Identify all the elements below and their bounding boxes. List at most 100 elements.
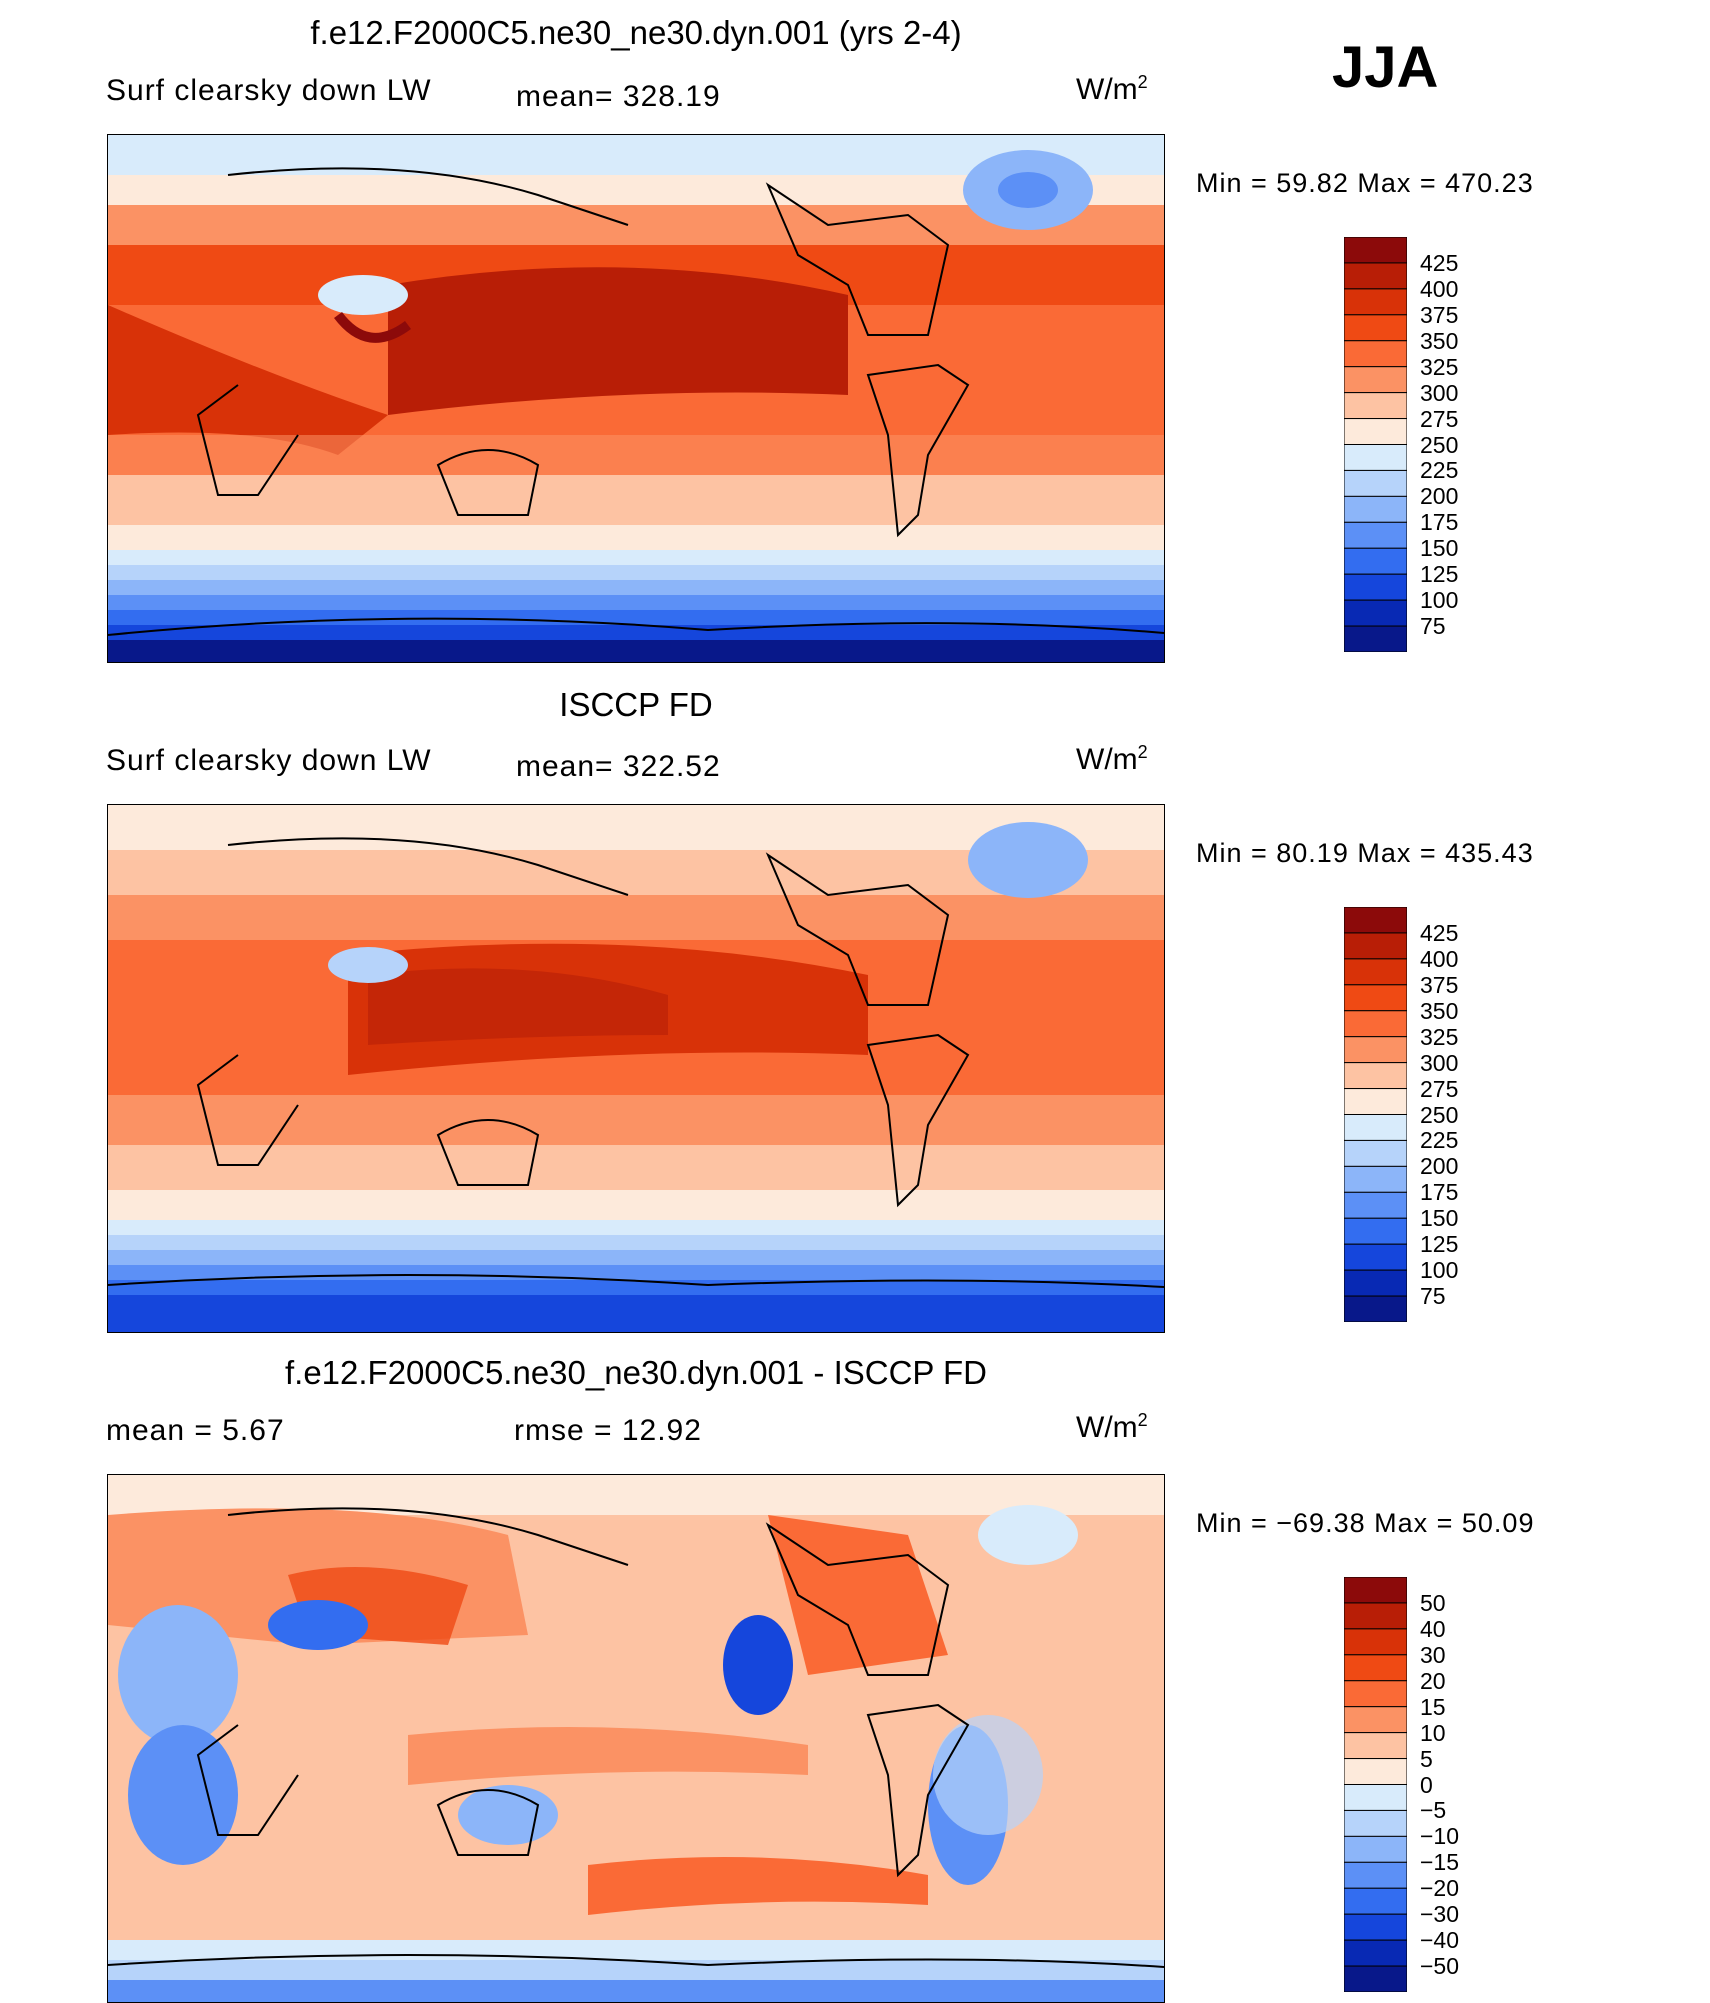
colorbar-swatch: [1343, 314, 1408, 342]
panel-diff-units: W/m2: [1076, 1410, 1148, 1444]
colorbar-swatch: [1343, 366, 1408, 394]
panel-obs-title: ISCCP FD: [559, 686, 713, 723]
colorbar-swatch: [1343, 1965, 1408, 1993]
colorbar-swatch: [1343, 1861, 1408, 1889]
colorbar-swatch: [1343, 1784, 1408, 1811]
colorbar-tick-label: 100: [1420, 1257, 1459, 1284]
panel-obs-minmax: Min = 80.19 Max = 435.43: [1196, 838, 1534, 868]
colorbar-tick-label: 225: [1420, 1127, 1459, 1154]
colorbar-tick-label: 100: [1420, 587, 1459, 614]
colorbar-swatch: [1343, 1576, 1408, 1604]
map-diff: [107, 1474, 1165, 2003]
colorbar-swatch: [1343, 1628, 1408, 1656]
colorbar-tick-label: −50: [1420, 1953, 1460, 1980]
colorbar-swatch: [1343, 547, 1408, 575]
colorbar-diff-swatches: [1343, 1576, 1408, 1993]
map-diff-field: [108, 1475, 1164, 2002]
colorbar-swatch: [1343, 1758, 1408, 1785]
panel-model-units: W/m2: [1076, 72, 1148, 106]
colorbar-swatch: [1343, 932, 1408, 960]
colorbar-swatch: [1343, 1602, 1408, 1630]
colorbar-swatch: [1343, 1706, 1408, 1734]
colorbar-tick-label: 400: [1420, 275, 1459, 302]
colorbar-swatch: [1343, 1191, 1408, 1219]
colorbar-swatch: [1343, 1269, 1408, 1297]
colorbar-obs-swatches: [1343, 906, 1408, 1323]
colorbar-swatch: [1343, 262, 1408, 290]
colorbar-swatch: [1343, 521, 1408, 549]
colorbar-swatch: [1343, 1010, 1408, 1038]
colorbar-tick-label: 10: [1420, 1719, 1446, 1746]
colorbar-swatch: [1343, 1887, 1408, 1915]
colorbar-tick-label: 300: [1420, 1049, 1459, 1076]
colorbar-tick-label: −20: [1420, 1875, 1460, 1902]
map-model: [107, 134, 1165, 663]
colorbar-tick-label: 125: [1420, 1231, 1459, 1258]
colorbar-swatch: [1343, 1809, 1408, 1837]
colorbar-swatch: [1343, 340, 1408, 368]
panel-model-title: f.e12.F2000C5.ne30_ne30.dyn.001 (yrs 2-4…: [310, 14, 962, 51]
colorbar-tick-label: 150: [1420, 535, 1459, 562]
colorbar-swatch: [1343, 625, 1408, 653]
colorbar-swatch: [1343, 1217, 1408, 1245]
colorbar-tick-label: 375: [1420, 301, 1459, 328]
colorbar-tick-label: 425: [1420, 919, 1459, 946]
colorbar-swatch: [1343, 236, 1408, 264]
colorbar-diff: [1343, 1576, 1408, 1993]
colorbar-tick-label: 200: [1420, 483, 1459, 510]
panel-model-minmax: Min = 59.82 Max = 470.23: [1196, 168, 1534, 198]
season-label: JJA: [1332, 35, 1439, 100]
colorbar-swatch: [1343, 958, 1408, 986]
colorbar-swatch: [1343, 288, 1408, 316]
colorbar-swatch: [1343, 573, 1408, 601]
colorbar-tick-label: 350: [1420, 997, 1459, 1024]
colorbar-tick-label: 15: [1420, 1693, 1446, 1720]
colorbar-tick-label: 200: [1420, 1153, 1459, 1180]
colorbar-tick-label: 40: [1420, 1615, 1446, 1642]
colorbar-tick-label: 300: [1420, 379, 1459, 406]
colorbar-tick-label: 225: [1420, 457, 1459, 484]
colorbar-tick-label: −10: [1420, 1823, 1460, 1850]
colorbar-swatch: [1343, 1680, 1408, 1708]
colorbar-tick-label: 5: [1420, 1745, 1433, 1772]
colorbar-swatch: [1343, 1062, 1408, 1090]
colorbar-swatch: [1343, 1165, 1408, 1193]
map-obs: [107, 804, 1165, 1333]
colorbar-swatch: [1343, 1732, 1408, 1760]
colorbar-tick-label: 75: [1420, 613, 1446, 640]
colorbar-swatch: [1343, 495, 1408, 523]
colorbar-swatch: [1343, 1114, 1408, 1141]
colorbar-tick-label: 125: [1420, 561, 1459, 588]
colorbar-tick-label: 325: [1420, 1023, 1459, 1050]
map-model-field: [108, 135, 1164, 662]
colorbar-swatch: [1343, 1243, 1408, 1271]
colorbar-swatch: [1343, 418, 1408, 445]
panel-model-variable: Surf clearsky down LW: [106, 74, 432, 107]
panel-model-mean: mean= 328.19: [516, 80, 721, 113]
colorbar-swatch: [1343, 1139, 1408, 1167]
colorbar-tick-label: 350: [1420, 327, 1459, 354]
colorbar-swatch: [1343, 906, 1408, 934]
colorbar-tick-label: 425: [1420, 249, 1459, 276]
colorbar-tick-label: 20: [1420, 1667, 1446, 1694]
colorbar-model-swatches: [1343, 236, 1408, 653]
colorbar-swatch: [1343, 1088, 1408, 1115]
colorbar-obs: [1343, 906, 1408, 1323]
colorbar-tick-label: 250: [1420, 1101, 1459, 1128]
colorbar-tick-label: 150: [1420, 1205, 1459, 1232]
colorbar-tick-label: −5: [1420, 1797, 1447, 1824]
colorbar-tick-label: 175: [1420, 1179, 1459, 1206]
panel-obs-mean: mean= 322.52: [516, 750, 721, 783]
colorbar-model: [1343, 236, 1408, 653]
colorbar-swatch: [1343, 469, 1408, 497]
panel-diff-mean: mean = 5.67: [106, 1414, 285, 1447]
panel-obs-variable: Surf clearsky down LW: [106, 744, 432, 777]
colorbar-tick-label: 275: [1420, 1075, 1459, 1102]
colorbar-tick-label: 275: [1420, 405, 1459, 432]
colorbar-tick-label: 0: [1420, 1771, 1433, 1798]
colorbar-swatch: [1343, 984, 1408, 1012]
colorbar-swatch: [1343, 1913, 1408, 1941]
panel-diff-rmse: rmse = 12.92: [514, 1414, 702, 1447]
colorbar-tick-label: 325: [1420, 353, 1459, 380]
colorbar-swatch: [1343, 1654, 1408, 1682]
